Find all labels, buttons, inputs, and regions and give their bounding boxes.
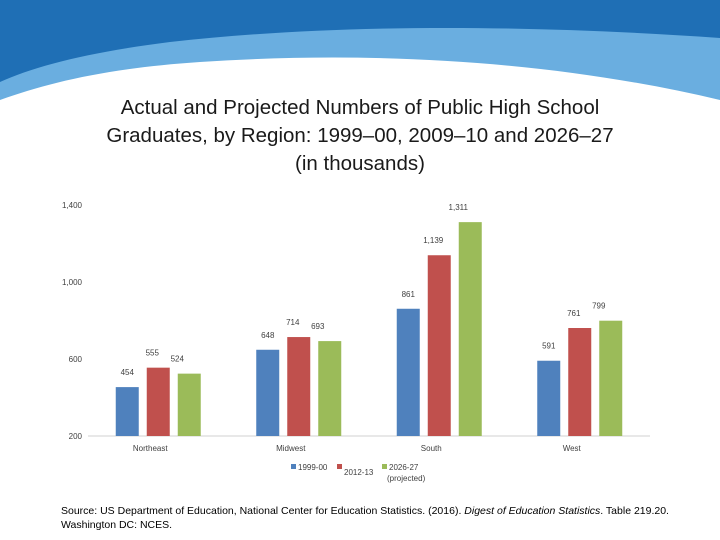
bar bbox=[427, 255, 451, 436]
bar bbox=[599, 320, 623, 436]
bar bbox=[568, 328, 592, 436]
source-note: Source: US Department of Education, Nati… bbox=[61, 504, 681, 532]
data-label: 1,311 bbox=[449, 203, 469, 212]
legend-label: 1999-00 bbox=[298, 463, 328, 472]
data-label: 648 bbox=[261, 331, 275, 340]
source-prefix: Source: US Department of Education, Nati… bbox=[61, 505, 465, 517]
legend-label: 2012-13 bbox=[344, 468, 374, 477]
chart-title-line-2: Graduates, by Region: 1999–00, 2009–10 a… bbox=[106, 124, 614, 147]
y-tick-label: 1,400 bbox=[62, 201, 83, 210]
legend-swatch bbox=[291, 464, 296, 469]
bar-chart: 200 600 1,000 1,400 454 555 524 Northeast 648 714… bbox=[62, 201, 650, 483]
data-label: 591 bbox=[542, 342, 556, 351]
data-label: 799 bbox=[592, 302, 606, 311]
y-tick-label: 200 bbox=[69, 432, 83, 441]
bar bbox=[458, 222, 482, 436]
bar bbox=[396, 308, 420, 436]
legend-label: 2026-27 (projected) bbox=[387, 463, 426, 483]
source-suffix: . Table 219.20. Washington DC: NCES. bbox=[61, 505, 669, 531]
data-label: 454 bbox=[121, 368, 135, 377]
bar bbox=[287, 337, 311, 436]
legend-label-line: 2026-27 bbox=[389, 463, 419, 472]
legend-swatch bbox=[382, 464, 387, 469]
data-label: 861 bbox=[402, 290, 416, 299]
data-label: 761 bbox=[567, 309, 581, 318]
bar bbox=[537, 360, 561, 436]
category-label: Midwest bbox=[276, 444, 306, 453]
banner-dark-wave bbox=[0, 0, 720, 82]
chart-title: Actual and Projected Numbers of Public H… bbox=[40, 94, 680, 178]
bar bbox=[115, 387, 139, 436]
y-tick-label: 1,000 bbox=[62, 278, 83, 287]
data-label: 693 bbox=[311, 322, 325, 331]
y-tick-label: 600 bbox=[69, 355, 83, 364]
chart-title-line-3: (in thousands) bbox=[295, 152, 425, 175]
category-label: Northeast bbox=[133, 444, 168, 453]
legend-label-line: (projected) bbox=[387, 474, 426, 483]
bar bbox=[146, 367, 170, 436]
bar bbox=[177, 373, 201, 436]
category-label: West bbox=[563, 444, 582, 453]
source-publication: Digest of Education Statistics bbox=[464, 505, 601, 517]
header-banner bbox=[0, 0, 720, 100]
bar bbox=[318, 341, 342, 436]
legend-swatch bbox=[337, 464, 342, 469]
data-label: 714 bbox=[286, 318, 300, 327]
category-label: South bbox=[421, 444, 442, 453]
data-label: 555 bbox=[146, 349, 160, 358]
bar bbox=[256, 349, 280, 436]
data-label: 1,139 bbox=[423, 236, 444, 245]
chart-title-line-1: Actual and Projected Numbers of Public H… bbox=[120, 96, 600, 119]
data-label: 524 bbox=[171, 355, 185, 364]
